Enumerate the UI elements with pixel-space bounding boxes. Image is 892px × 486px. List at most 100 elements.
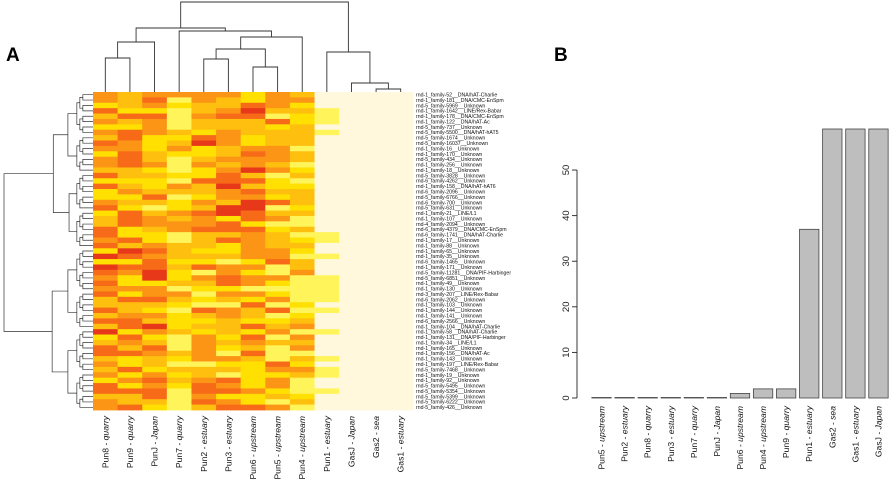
heatmap-cell (216, 302, 242, 308)
heatmap-cell (339, 178, 365, 185)
heatmap-cell (93, 221, 119, 228)
dendrogram-link (82, 105, 93, 112)
heatmap-cell (240, 253, 266, 260)
heatmap-cell (289, 113, 315, 120)
heatmap-cell (314, 377, 340, 384)
bar (591, 397, 612, 399)
dendrogram-link (67, 350, 77, 394)
heatmap-cell (93, 215, 119, 222)
heatmap-cell (142, 221, 168, 228)
heatmap-cell (265, 366, 291, 373)
heatmap-cell (191, 286, 217, 292)
heatmap-cell (93, 383, 119, 389)
heatmap-cell (289, 280, 315, 287)
heatmap-cell (240, 199, 266, 206)
heatmap-cell (314, 350, 340, 357)
heatmap-cell (191, 275, 217, 282)
heatmap-cell (314, 318, 340, 325)
heatmap-cell (240, 377, 266, 384)
heatmap-cell (339, 318, 365, 325)
heatmap-cell (265, 172, 291, 179)
heatmap-cell (240, 162, 266, 168)
heatmap-row-label: rnd-1_family-58__DNA/hAT-Charlie (416, 330, 497, 336)
heatmap-cell (314, 383, 340, 389)
heatmap-cell (314, 102, 340, 109)
dendrogram-link (82, 137, 93, 144)
heatmap-cell (93, 145, 119, 152)
heatmap-cell (216, 124, 242, 131)
heatmap-row-label: rnd-1_family-65__Unknown (416, 249, 480, 255)
heatmap-cell (265, 383, 291, 389)
dendrogram-link (76, 102, 80, 125)
heatmap-cell (388, 215, 414, 222)
heatmap-cell (166, 113, 192, 120)
heatmap-cell (166, 118, 192, 125)
heatmap-cell (265, 259, 291, 265)
heatmap-cell (363, 129, 389, 136)
heatmap-cell (339, 372, 365, 379)
heatmap-cell (117, 226, 143, 233)
heatmap-cell (216, 221, 242, 228)
heatmap-cell (289, 312, 315, 319)
dendrogram-link (79, 318, 93, 327)
dendrogram-link (79, 161, 93, 171)
heatmap-cell (191, 118, 217, 125)
heatmap-column-label: Pun1 - estuary (322, 415, 332, 472)
heatmap-cell (166, 215, 192, 222)
heatmap-cell (191, 221, 217, 228)
heatmap-cell (289, 210, 315, 217)
heatmap-cell (240, 183, 266, 190)
heatmap-cell (117, 178, 143, 185)
heatmap-cell (363, 151, 389, 158)
heatmap-cell (117, 194, 143, 201)
heatmap-cell (191, 291, 217, 298)
heatmap-cell (93, 199, 119, 206)
heatmap-cell (388, 291, 414, 298)
heatmap-cell (117, 356, 143, 362)
heatmap-cell (265, 210, 291, 217)
y-tick-label: 10 (561, 347, 572, 358)
heatmap-cell (142, 275, 168, 282)
heatmap-cell (191, 178, 217, 185)
heatmap-cell (93, 372, 119, 379)
heatmap-cell (314, 291, 340, 298)
heatmap-cell (314, 296, 340, 303)
heatmap-cell (93, 135, 119, 141)
heatmap-cell (240, 275, 266, 282)
heatmap-cell (363, 286, 389, 292)
heatmap-cell (117, 145, 143, 152)
heatmap-cell (142, 97, 168, 104)
heatmap-cell (117, 302, 143, 308)
heatmap-cell (363, 124, 389, 131)
heatmap-cell (314, 215, 340, 222)
heatmap-cell (339, 345, 365, 352)
heatmap-cell (216, 318, 242, 325)
heatmap-cell (93, 156, 119, 163)
heatmap-cell (216, 259, 242, 265)
heatmap-cell (117, 162, 143, 168)
heatmap-cell (363, 264, 389, 271)
heatmap-cell (93, 97, 119, 104)
column-dendrogram (104, 1, 402, 92)
heatmap-cell (240, 108, 266, 114)
dendrogram-link (375, 88, 402, 92)
heatmap-cell (93, 361, 119, 368)
heatmap-cell (388, 108, 414, 114)
heatmap-cell (314, 189, 340, 195)
heatmap-cell (142, 199, 168, 206)
heatmap-cell (363, 361, 389, 368)
dendrogram-link (76, 382, 80, 404)
bar (845, 128, 866, 399)
x-tick-label: Pun3 - estuary (666, 405, 676, 462)
bar (776, 388, 797, 399)
heatmap-cell (314, 242, 340, 249)
heatmap-cell (240, 151, 266, 158)
heatmap-cell (142, 253, 168, 260)
heatmap-cell (265, 323, 291, 330)
heatmap-cell (314, 151, 340, 158)
heatmap-cell (339, 102, 365, 109)
heatmap-cell (216, 345, 242, 352)
heatmap-cell (289, 302, 315, 308)
heatmap-cell (388, 221, 414, 228)
heatmap-cell (339, 215, 365, 222)
